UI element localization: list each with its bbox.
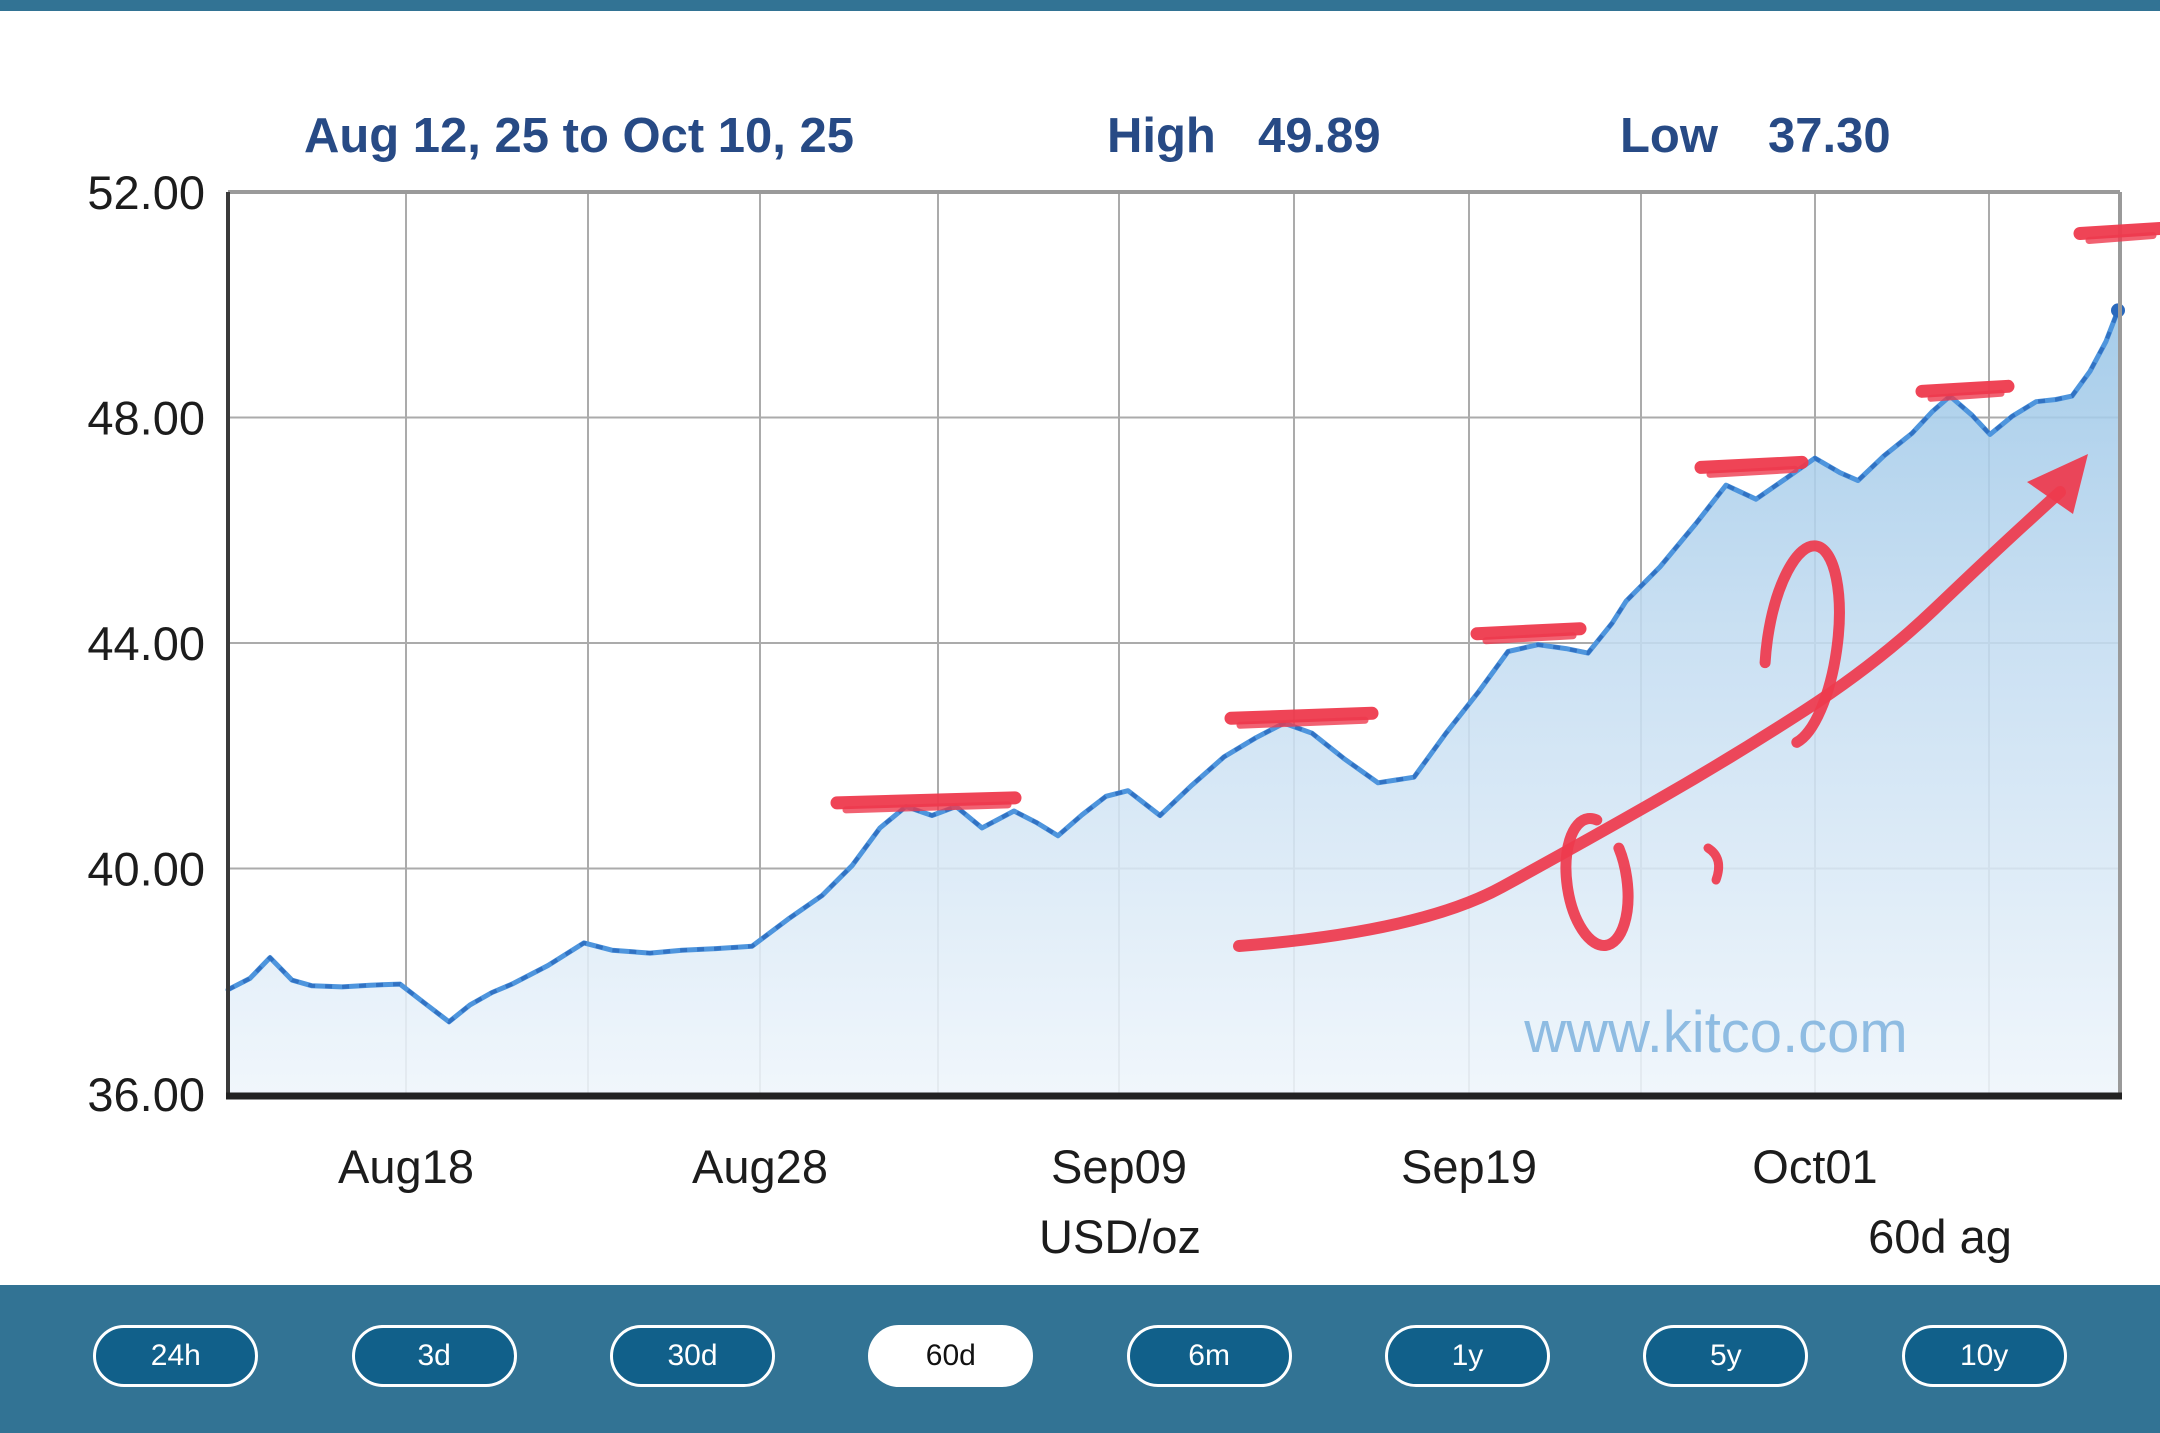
resistance-dash (1694, 455, 1809, 474)
y-tick-label: 48.00 (87, 392, 205, 445)
range-button-24h[interactable]: 24h (93, 1325, 259, 1387)
resistance-dash (1915, 379, 2015, 398)
range-button-3d[interactable]: 3d (351, 1325, 517, 1387)
doodle-comma (1703, 843, 1724, 885)
low-label: Low (1620, 109, 1719, 163)
x-tick-label: Oct01 (1752, 1140, 1877, 1193)
trend-arrow-curve (1233, 486, 2066, 952)
y-tick-label: 44.00 (87, 617, 205, 670)
resistance-dash-stroke2 (1482, 632, 1577, 645)
unit-label: USD/oz (1039, 1210, 1201, 1263)
doodle-oval (1759, 540, 1845, 750)
low-value: 37.30 (1768, 109, 1891, 163)
y-tick-label: 36.00 (87, 1068, 205, 1121)
x-tick-label: Aug28 (692, 1140, 828, 1193)
resistance-dash-stroke2 (1927, 389, 2005, 402)
range-button-10y[interactable]: 10y (1901, 1325, 2067, 1387)
resistance-dash-stroke2 (1706, 465, 1799, 478)
y-tick-label: 52.00 (87, 166, 205, 219)
resistance-dash-stroke2 (2085, 231, 2157, 244)
period-label: 60d ag (1868, 1210, 2012, 1263)
resistance-dash (830, 791, 1022, 810)
hand-drawn-annotations (830, 221, 2160, 952)
resistance-dash-stroke2 (842, 801, 1012, 814)
chart-title-date-range: Aug 12, 25 to Oct 10, 25 (304, 109, 854, 163)
x-tick-label: Sep19 (1401, 1140, 1537, 1193)
high-value: 49.89 (1258, 109, 1381, 163)
range-button-60d[interactable]: 60d (868, 1325, 1034, 1387)
price-chart: 52.00 48.00 44.00 40.00 36.00 Aug18 Aug28 Sep09… (87, 109, 2160, 1263)
price-polyline-dotted (227, 309, 2120, 1025)
x-tick-label: Aug18 (338, 1140, 474, 1193)
trend-arrow-head (2027, 454, 2088, 514)
doodle-oval (1560, 812, 1634, 952)
high-label: High (1107, 109, 1216, 163)
x-tick-label: Sep09 (1051, 1140, 1187, 1193)
range-button-5y[interactable]: 5y (1643, 1325, 1809, 1387)
resistance-dash (2073, 221, 2160, 240)
price-area-fill (228, 310, 2120, 1095)
range-button-30d[interactable]: 30d (609, 1325, 775, 1387)
y-tick-label: 40.00 (87, 843, 205, 896)
axis-labels: 52.00 48.00 44.00 40.00 36.00 Aug18 Aug28 Sep09… (87, 166, 1877, 1193)
resistance-dash (1470, 622, 1587, 641)
resistance-dash (1224, 706, 1379, 725)
top-bar (0, 0, 2160, 11)
area-fill (228, 310, 2120, 1095)
resistance-dash-stroke2 (1236, 716, 1369, 729)
chart-area: 52.00 48.00 44.00 40.00 36.00 Aug18 Aug28 Sep09… (0, 11, 2160, 1285)
range-button-1y[interactable]: 1y (1384, 1325, 1550, 1387)
range-toolbar: 24h 3d 30d 60d 6m 1y 5y 10y (0, 1285, 2160, 1433)
watermark: www.kitco.com (1523, 1000, 1908, 1065)
plot-border (226, 190, 2122, 1100)
range-button-6m[interactable]: 6m (1126, 1325, 1292, 1387)
